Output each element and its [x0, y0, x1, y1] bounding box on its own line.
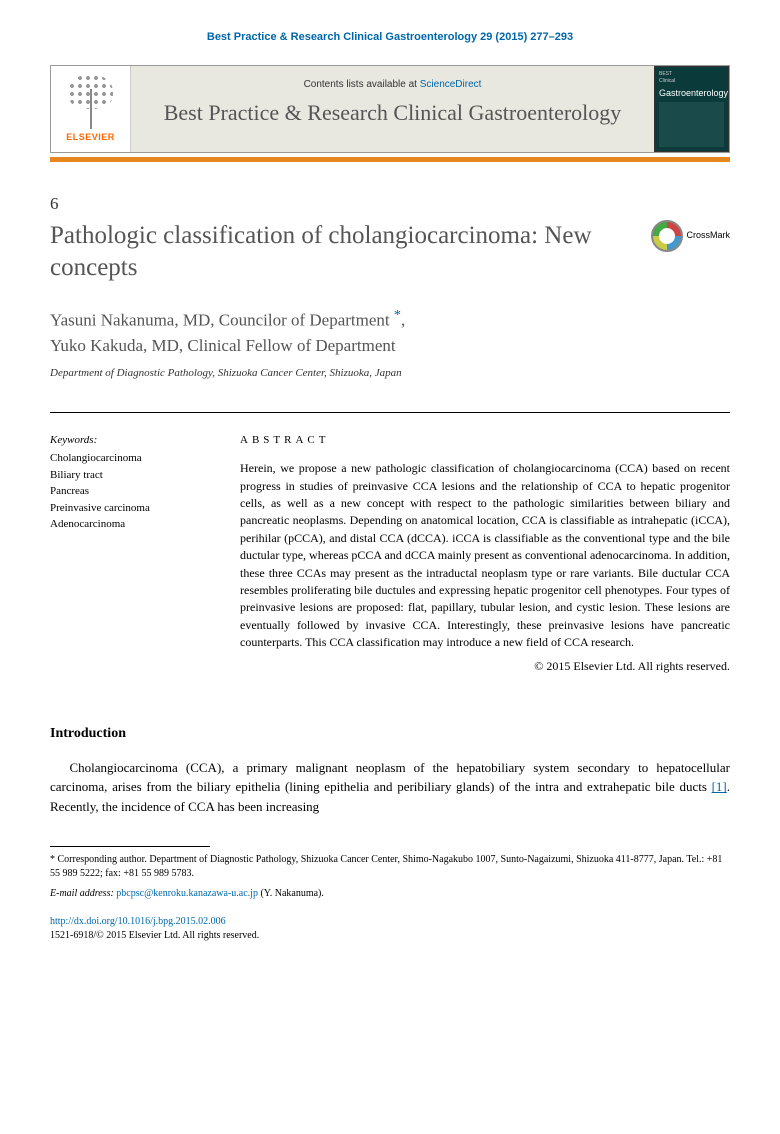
citation-line: Best Practice & Research Clinical Gastro… — [50, 30, 730, 45]
intro-text-pre: Cholangiocarcinoma (CCA), a primary mali… — [50, 760, 730, 795]
email-link[interactable]: pbcpsc@kenroku.kanazawa-u.ac.jp — [116, 888, 258, 899]
corresponding-footnote: * Corresponding author. Department of Di… — [50, 853, 730, 881]
publisher-logo[interactable]: ELSEVIER — [51, 66, 131, 152]
abstract-section: Keywords: Cholangiocarcinoma Biliary tra… — [50, 412, 730, 674]
keywords-heading: Keywords: — [50, 433, 210, 448]
issn-copyright: 1521-6918/© 2015 Elsevier Ltd. All right… — [50, 930, 259, 941]
contents-available-line: Contents lists available at ScienceDirec… — [151, 78, 634, 92]
page-container: Best Practice & Research Clinical Gastro… — [0, 0, 780, 973]
keyword-item: Preinvasive carcinoma — [50, 500, 210, 517]
author-1: Yasuni Nakanuma, MD, Councilor of Depart… — [50, 310, 394, 329]
abstract-copyright: © 2015 Elsevier Ltd. All rights reserved… — [240, 658, 730, 675]
article-number: 6 — [50, 192, 730, 216]
elsevier-tree-icon — [63, 74, 118, 129]
keyword-item: Adenocarcinoma — [50, 516, 210, 533]
abstract-heading: ABSTRACT — [240, 433, 730, 448]
intro-paragraph: Cholangiocarcinoma (CCA), a primary mali… — [50, 758, 730, 817]
cover-body — [659, 102, 724, 147]
contents-prefix: Contents lists available at — [304, 79, 420, 90]
sciencedirect-link[interactable]: ScienceDirect — [420, 79, 482, 90]
footnote-rule — [50, 846, 210, 847]
author-list: Yasuni Nakanuma, MD, Councilor of Depart… — [50, 305, 730, 359]
corresp-marker[interactable]: * — [394, 307, 401, 323]
cover-main-text: Gastroenterology — [659, 87, 724, 100]
journal-title: Best Practice & Research Clinical Gastro… — [151, 100, 634, 126]
article-title: Pathologic classification of cholangioca… — [50, 220, 631, 285]
keyword-item: Pancreas — [50, 483, 210, 500]
crossmark-badge[interactable]: CrossMark — [651, 220, 730, 252]
journal-header: ELSEVIER Contents lists available at Sci… — [50, 65, 730, 153]
doi-block: http://dx.doi.org/10.1016/j.bpg.2015.02.… — [50, 915, 730, 943]
email-label: E-mail address: — [50, 888, 116, 899]
journal-cover-thumbnail[interactable]: BEST Clinical Gastroenterology — [654, 66, 729, 152]
header-center: Contents lists available at ScienceDirec… — [131, 66, 654, 152]
email-person: (Y. Nakanuma). — [258, 888, 324, 899]
author-2: Yuko Kakuda, MD, Clinical Fellow of Depa… — [50, 336, 396, 355]
abstract-text: Herein, we propose a new pathologic clas… — [240, 460, 730, 651]
cover-top-text: BEST — [659, 71, 724, 78]
accent-bar — [50, 157, 730, 162]
cover-mid-text: Clinical — [659, 78, 724, 85]
intro-heading: Introduction — [50, 724, 730, 744]
keyword-item: Biliary tract — [50, 467, 210, 484]
keyword-item: Cholangiocarcinoma — [50, 450, 210, 467]
publisher-name: ELSEVIER — [66, 131, 115, 144]
citation-ref-1[interactable]: [1] — [712, 779, 727, 794]
title-row: Pathologic classification of cholangioca… — [50, 220, 730, 285]
keywords-column: Keywords: Cholangiocarcinoma Biliary tra… — [50, 433, 210, 674]
affiliation: Department of Diagnostic Pathology, Shiz… — [50, 366, 730, 381]
abstract-column: ABSTRACT Herein, we propose a new pathol… — [240, 433, 730, 674]
crossmark-label: CrossMark — [686, 229, 730, 242]
crossmark-icon — [651, 220, 683, 252]
email-footnote: E-mail address: pbcpsc@kenroku.kanazawa-… — [50, 887, 730, 901]
doi-link[interactable]: http://dx.doi.org/10.1016/j.bpg.2015.02.… — [50, 916, 226, 927]
